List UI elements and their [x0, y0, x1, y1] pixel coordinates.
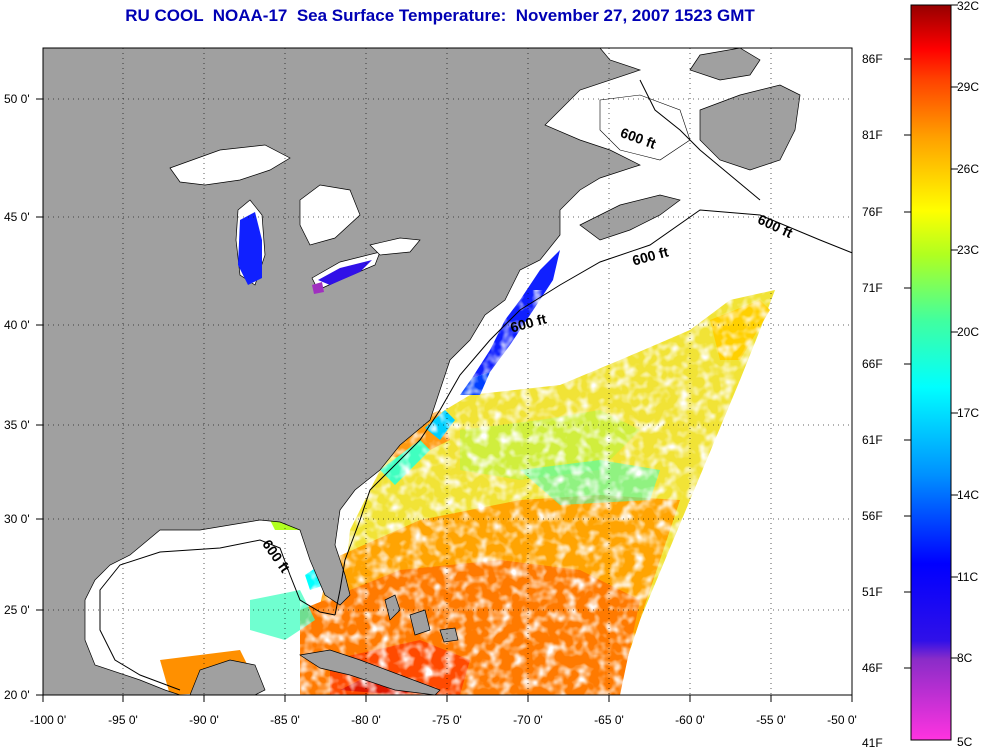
land-masses — [43, 48, 801, 695]
colorbar-label-f: 51F — [862, 585, 883, 599]
colorbar-label-c: 23C — [957, 243, 980, 257]
colorbar-label-f: 76F — [862, 205, 883, 219]
colorbar-label-c: 11C — [957, 570, 979, 584]
colorbar-label-f: 41F — [862, 736, 883, 750]
colorbar-label-c: 17C — [957, 406, 980, 420]
colorbar-label-f: 66F — [862, 357, 883, 371]
colorbar-label-f: 86F — [862, 52, 883, 66]
lat-label-20: 20 0' — [4, 688, 30, 702]
lon-label--70: -70 0' — [513, 713, 543, 727]
lat-label-30: 30 0' — [4, 512, 30, 526]
lon-label--85: -85 0' — [270, 713, 300, 727]
axis-ticks — [36, 98, 853, 702]
lon-label--55: -55 0' — [756, 713, 786, 727]
colorbar-label-c: 32C — [957, 0, 980, 13]
lat-label-25: 25 0' — [4, 603, 30, 617]
lon-label--65: -65 0' — [594, 713, 624, 727]
lon-label--90: -90 0' — [189, 713, 219, 727]
lat-label-45: 45 0' — [4, 210, 30, 224]
lake-michigan-sst — [238, 212, 262, 285]
lon-label--75: -75 0' — [432, 713, 462, 727]
lat-label-35: 35 0' — [4, 418, 30, 432]
colorbar-label-c: 8C — [957, 651, 973, 665]
colorbar-label-c: 5C — [957, 735, 973, 749]
lat-label-50: 50 0' — [4, 92, 30, 106]
isobath-600ft — [99, 79, 852, 691]
colorbar-label-c: 14C — [957, 488, 980, 502]
colorbar-label-c: 20C — [957, 325, 980, 339]
lon-label--80: -80 0' — [351, 713, 381, 727]
colorbar-label-f: 61F — [862, 433, 883, 447]
colorbar-label-f: 81F — [862, 128, 883, 142]
lake-erie-west-sst — [312, 282, 324, 294]
lon-label--95: -95 0' — [108, 713, 138, 727]
lon-label--60: -60 0' — [675, 713, 705, 727]
map-title: RU COOL NOAA-17 Sea Surface Temperature:… — [125, 6, 755, 25]
colorbar-label-c: 26C — [957, 162, 980, 176]
colorbar-label-f: 71F — [862, 281, 883, 295]
colorbar — [910, 4, 952, 741]
colorbar-ticks — [904, 4, 958, 669]
lat-label-40: 40 0' — [4, 318, 30, 332]
gulf-st-lawrence — [599, 94, 691, 161]
colorbar-label-f: 56F — [862, 509, 883, 523]
lake-erie-sst — [318, 260, 372, 285]
colorbar-label-f: 46F — [862, 661, 883, 675]
lon-label--50: -50 0' — [827, 713, 857, 727]
colorbar-label-c: 29C — [957, 80, 980, 94]
lon-label--100: -100 0' — [29, 713, 67, 727]
